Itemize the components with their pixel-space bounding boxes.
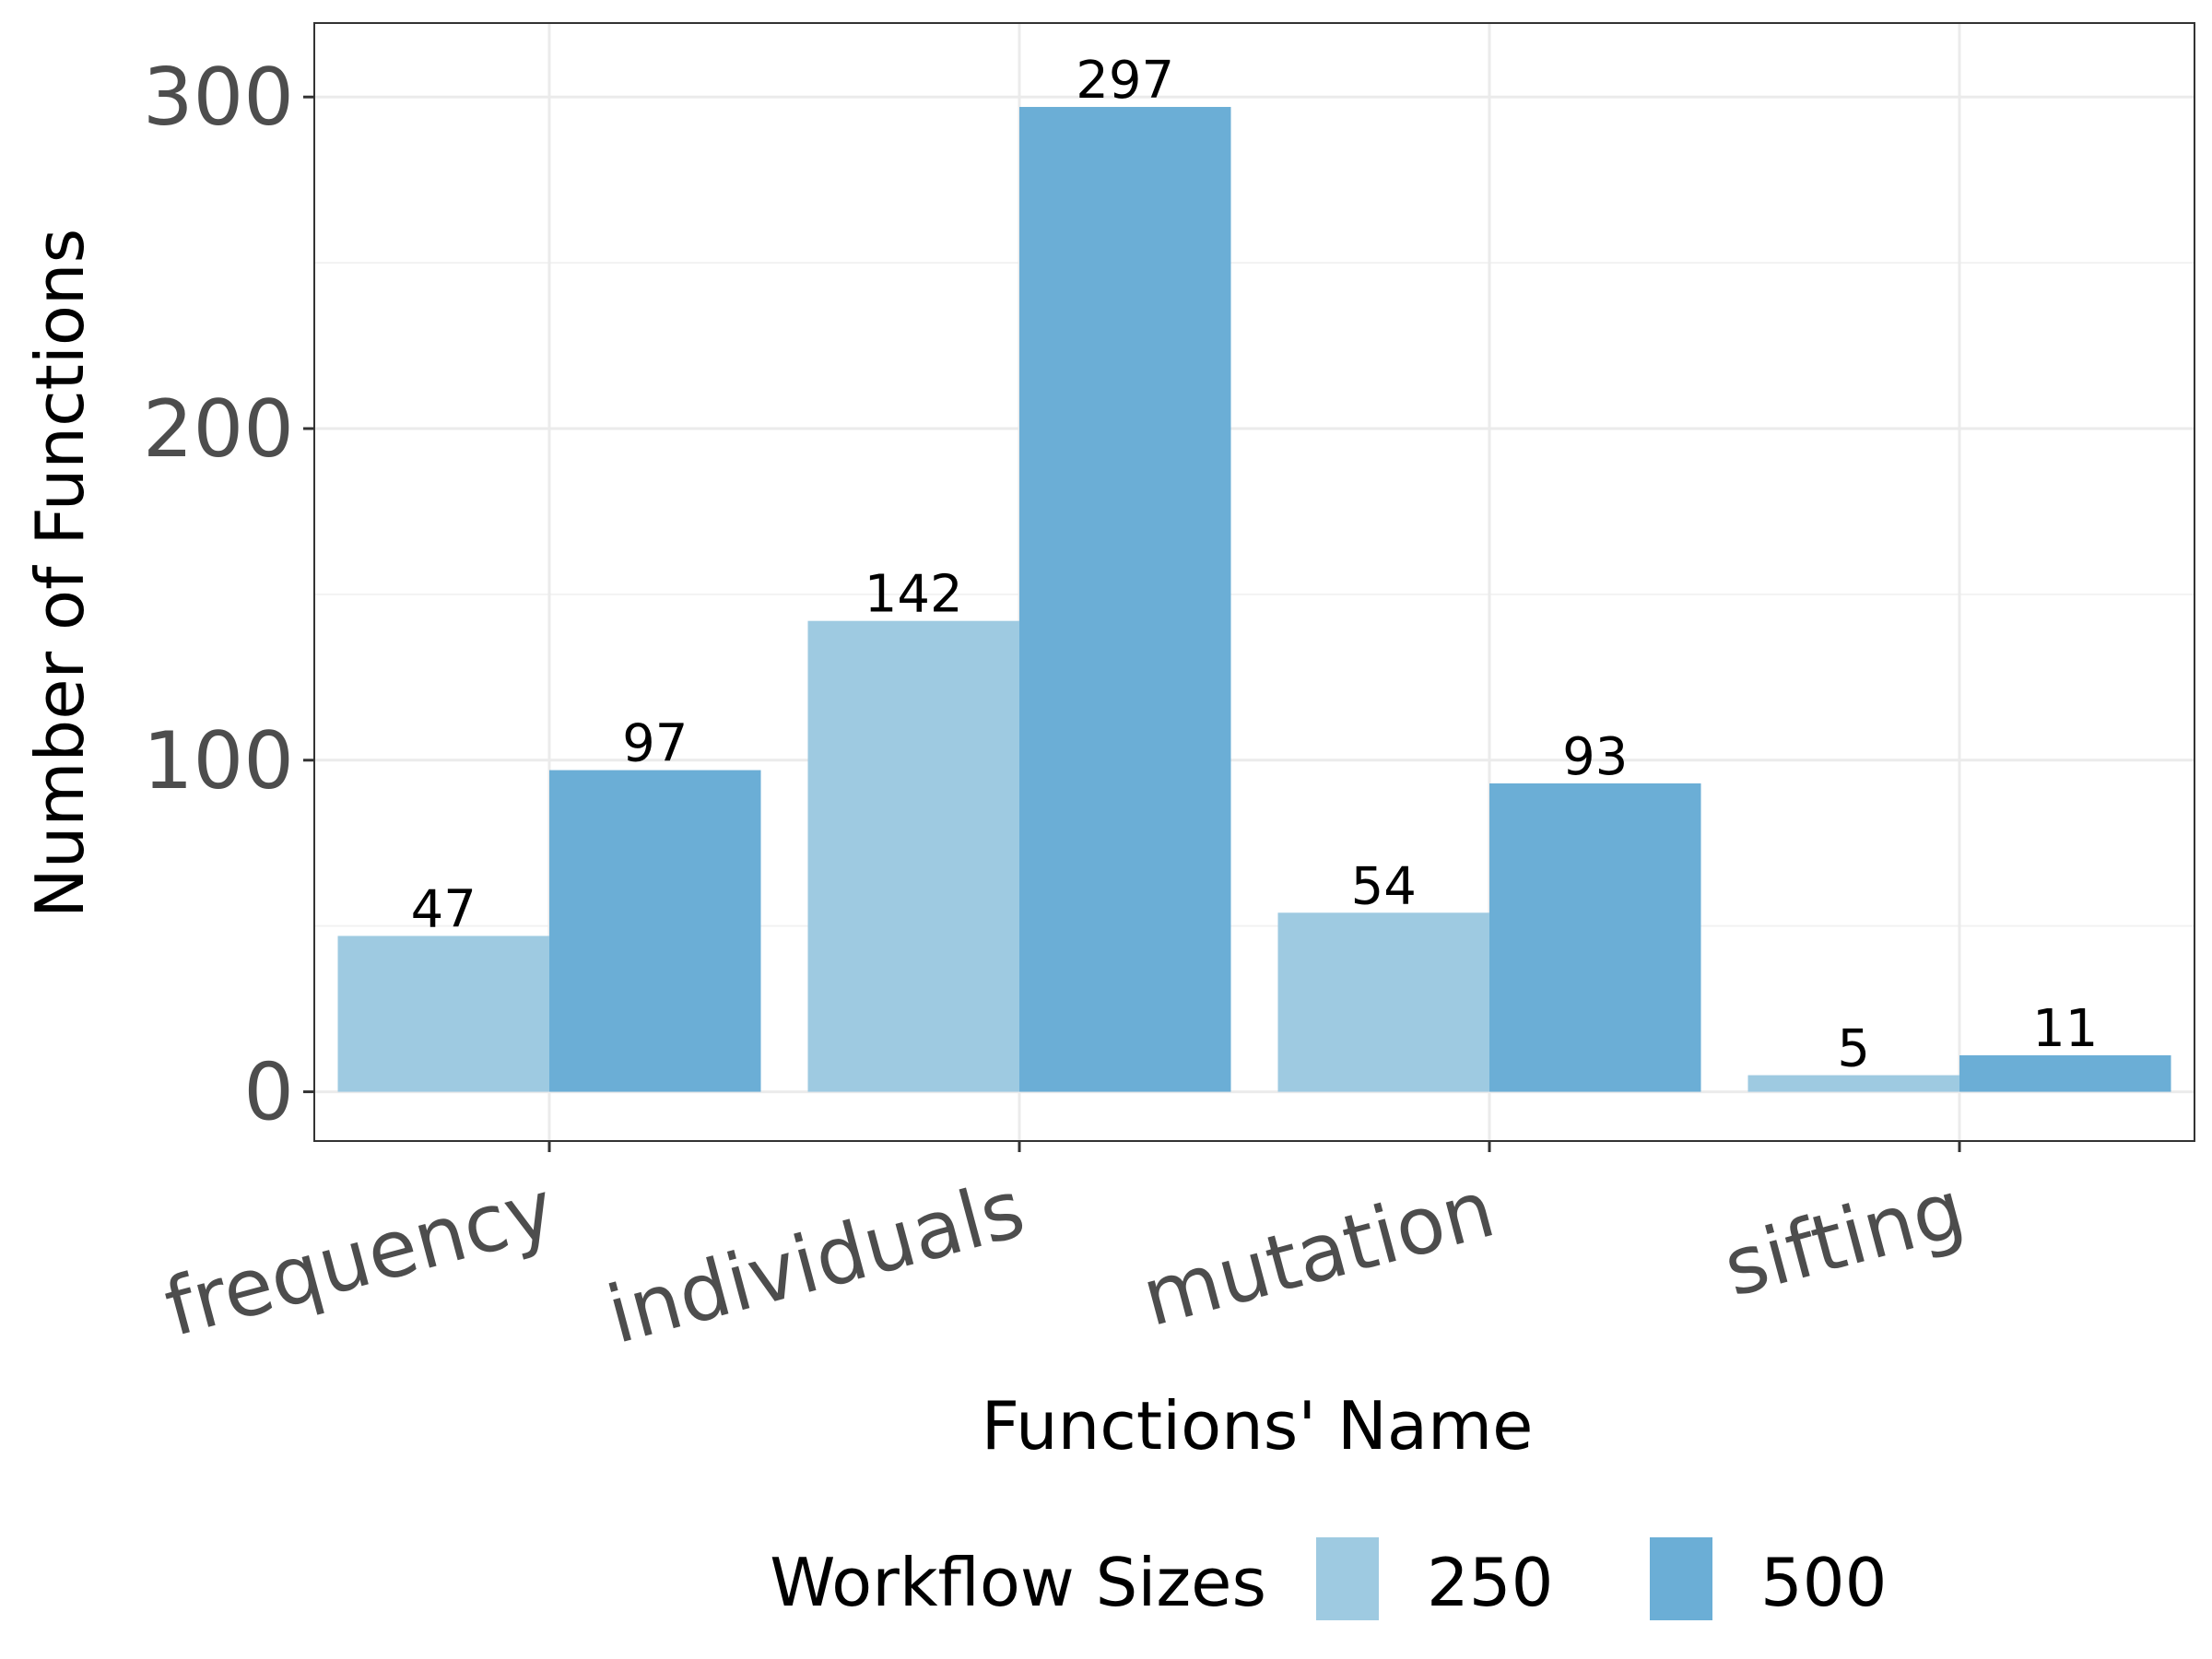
legend: Workflow Sizes 250 500 <box>770 1537 1887 1621</box>
x-tick-label-frequency: frequency <box>156 1163 564 1355</box>
data-label-250-sifting: 5 <box>1837 1019 1870 1079</box>
data-label-500-individuals: 297 <box>1076 51 1174 111</box>
panel-border <box>313 22 2195 1142</box>
data-label-500-sifting: 11 <box>2032 999 2098 1059</box>
x-tick-label-mutation: mutation <box>1133 1163 1503 1345</box>
data-label-500-frequency: 97 <box>622 714 688 774</box>
bar-250-individuals <box>807 620 1019 1092</box>
bar-250-mutation <box>1277 912 1489 1092</box>
bar-500-sifting <box>1959 1054 2171 1092</box>
bar-500-frequency <box>549 770 761 1092</box>
x-axis-title: Functions' Name <box>982 1387 1534 1465</box>
y-tick-label: 200 <box>143 383 294 476</box>
bar-500-individuals <box>1019 107 1231 1092</box>
legend-swatch-500 <box>1650 1537 1712 1620</box>
y-axis-title: Number of Functions <box>21 229 99 918</box>
legend-swatch-250 <box>1316 1537 1379 1620</box>
x-tick-label-individuals: individuals <box>598 1163 1033 1362</box>
data-label-250-mutation: 54 <box>1351 856 1417 916</box>
bar-500-mutation <box>1489 782 1701 1092</box>
y-tick-label: 100 <box>143 715 294 807</box>
y-tick-label: 0 <box>243 1047 294 1139</box>
legend-title: Workflow Sizes <box>770 1544 1266 1621</box>
data-label-250-individuals: 142 <box>865 565 963 625</box>
bar-250-frequency <box>337 935 549 1092</box>
legend-label-500: 500 <box>1760 1544 1887 1621</box>
x-tick-label-sifting: sifting <box>1714 1163 1973 1315</box>
y-tick-label: 300 <box>143 52 294 144</box>
data-label-250-frequency: 47 <box>411 879 477 939</box>
data-labels: 47 142 54 5 97 297 93 11 <box>411 51 2099 1079</box>
bar-250-sifting <box>1747 1075 1959 1092</box>
bars <box>337 107 2171 1092</box>
legend-label-250: 250 <box>1427 1544 1553 1621</box>
data-label-500-mutation: 93 <box>1562 727 1628 787</box>
